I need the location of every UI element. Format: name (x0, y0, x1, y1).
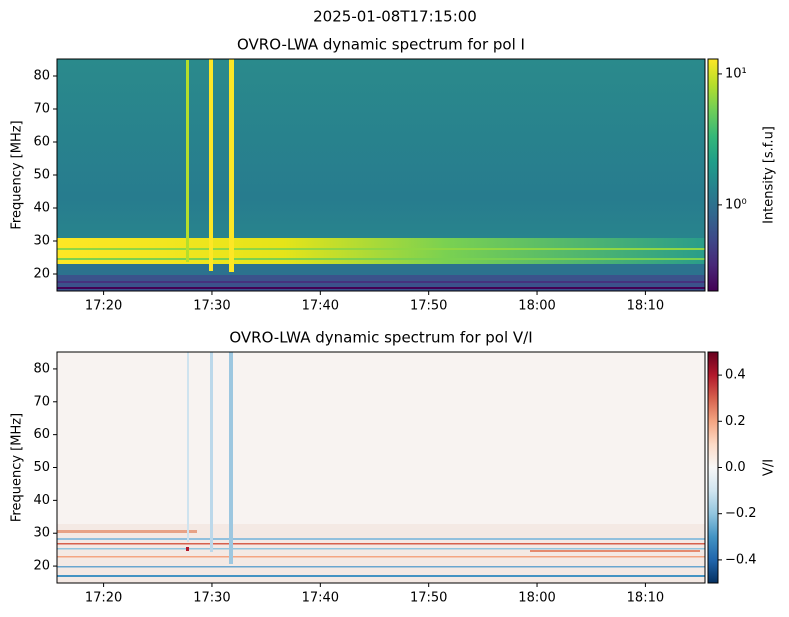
colorbar-tick-label: 10⁰ (725, 197, 747, 212)
x-tick-label: 17:40 (302, 591, 339, 606)
y-tick-label: 40 (33, 201, 50, 216)
colorbar (707, 351, 719, 584)
x-tick-label: 17:30 (193, 299, 230, 314)
colorbar-tick-label: 0.4 (725, 368, 746, 383)
y-tick-label: 40 (33, 493, 50, 508)
x-tick-label: 17:20 (85, 299, 122, 314)
y-tick-label: 20 (33, 559, 50, 574)
x-tick-label: 17:30 (193, 591, 230, 606)
colorbar-tick-label: −0.2 (725, 506, 757, 521)
y-tick-label: 50 (33, 460, 50, 475)
axes-title: OVRO-LWA dynamic spectrum for pol I (237, 36, 525, 54)
figure-title: 2025-01-08T17:15:00 (313, 8, 477, 26)
y-tick-label: 80 (33, 68, 50, 83)
y-tick-label: 70 (33, 394, 50, 409)
colorbar-tick-label: 0.0 (725, 460, 746, 475)
colorbar (707, 58, 719, 292)
y-tick-label: 60 (33, 427, 50, 442)
colorbar-tick-label: 10¹ (725, 66, 747, 81)
spectrum-image (57, 352, 705, 583)
y-tick-label: 70 (33, 101, 50, 116)
x-tick-label: 17:50 (410, 591, 447, 606)
y-tick-label: 60 (33, 134, 50, 149)
y-axis-label: Frequency [MHz] (10, 120, 25, 229)
y-tick-label: 50 (33, 168, 50, 183)
colorbar-label: Intensity [s.f.u] (762, 126, 777, 224)
x-tick-label: 17:20 (85, 591, 122, 606)
x-tick-label: 18:10 (627, 591, 664, 606)
spectrum-image (57, 59, 705, 291)
y-axis-label: Frequency [MHz] (10, 413, 25, 522)
colorbar-tick-label: −0.4 (725, 552, 757, 567)
colorbar-label: V/I (762, 459, 777, 476)
x-tick-label: 17:40 (302, 299, 339, 314)
x-tick-label: 17:50 (410, 299, 447, 314)
colorbar-tick-label: 0.2 (725, 414, 746, 429)
y-tick-label: 20 (33, 267, 50, 282)
y-tick-label: 30 (33, 526, 50, 541)
axes-title: OVRO-LWA dynamic spectrum for pol V/I (229, 329, 532, 347)
y-tick-label: 80 (33, 361, 50, 376)
x-tick-label: 18:00 (518, 591, 555, 606)
x-tick-label: 18:10 (627, 299, 664, 314)
x-tick-label: 18:00 (518, 299, 555, 314)
y-tick-label: 30 (33, 234, 50, 249)
